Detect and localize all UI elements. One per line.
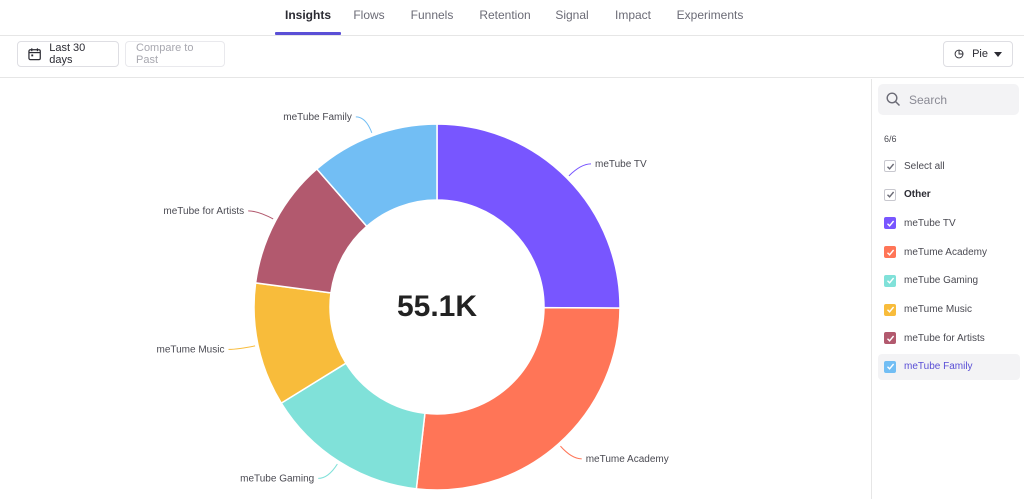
slice-metube-family[interactable] (315, 123, 438, 228)
leader-line-metube-for-artists (248, 210, 274, 220)
leader-line-metube-gaming (318, 463, 338, 479)
check-icon (886, 163, 894, 170)
legend-item-select-all[interactable]: Select all (878, 153, 1020, 179)
checkbox-icon[interactable] (884, 217, 896, 230)
leader-line-metume-music (228, 345, 256, 350)
slice-metube-tv[interactable] (436, 123, 621, 309)
slice-label-metube-gaming: meTube Gaming (240, 473, 314, 484)
tab-insights[interactable]: Insights (275, 0, 341, 36)
legend-item-metube-family[interactable]: meTube Family (878, 353, 1020, 380)
date-range-label: Last 30 days (49, 42, 86, 66)
chart-type-label: Pie (972, 48, 988, 60)
leader-line-metume-academy (560, 445, 582, 460)
tab-funnels[interactable]: Funnels (410, 8, 454, 22)
tab-experiments[interactable]: Experiments (676, 8, 744, 22)
legend-item-label: meTube Gaming (904, 275, 979, 287)
date-range-button[interactable]: Last 30 days (17, 41, 119, 67)
donut-chart: meTube TV meTume Academy meTube Gaming meTu… (156, 112, 669, 491)
chart-area: meTube TV meTume Academy meTube Gaming meTu… (0, 79, 871, 499)
checkbox-icon[interactable] (884, 246, 896, 259)
check-icon (886, 191, 894, 199)
calendar-icon (28, 48, 41, 61)
legend-item-label: meTube Family (904, 361, 973, 373)
tab-flows[interactable]: Flows (353, 8, 385, 22)
legend-item-metume-music[interactable]: meTume Music (878, 297, 1020, 323)
chart-type-dropdown[interactable]: Pie (943, 41, 1013, 67)
checkbox-icon[interactable] (884, 274, 896, 287)
legend-item-label: meTube TV (904, 217, 956, 229)
checkbox-icon[interactable] (884, 303, 896, 316)
legend-item-label: Select all (904, 160, 945, 172)
check-icon (886, 220, 894, 227)
top-nav: Insights Flows Funnels Retention Signal … (0, 0, 1024, 36)
chart-total-value: 55.1K (397, 290, 477, 323)
legend-search[interactable] (878, 84, 1019, 115)
tab-signal[interactable]: Signal (555, 8, 589, 22)
slice-label-metube-for-artists: meTube for Artists (163, 206, 244, 217)
pie-chart-icon (954, 49, 964, 59)
checkbox-icon[interactable] (884, 160, 896, 172)
checkbox-icon[interactable] (884, 332, 896, 345)
tab-impact[interactable]: Impact (614, 8, 651, 22)
compare-label: Compare to Past (136, 42, 194, 66)
check-icon (886, 249, 894, 256)
slice-label-metume-music: meTume Music (156, 344, 224, 355)
tab-retention[interactable]: Retention (479, 8, 531, 22)
legend-item-metume-academy[interactable]: meTume Academy (878, 239, 1020, 265)
check-icon (886, 306, 894, 313)
check-icon (886, 277, 894, 285)
legend-sidebar: 6/6 Select all Other meTube TV meTume Acade… (871, 79, 1024, 499)
legend-item-metube-gaming[interactable]: meTube Gaming (878, 268, 1020, 294)
selection-count: 6/6 (884, 134, 897, 144)
chevron-down-icon (994, 51, 1002, 57)
search-input[interactable] (909, 92, 1009, 107)
compare-to-past-button[interactable]: Compare to Past (125, 41, 225, 67)
legend-item-other[interactable]: Other (878, 182, 1020, 208)
check-icon (886, 335, 894, 342)
slice-label-metube-family: meTube Family (283, 112, 352, 123)
toolbar: Last 30 days Compare to Past Pie (0, 36, 1024, 78)
checkbox-icon[interactable] (884, 360, 896, 373)
check-icon (886, 363, 894, 371)
leader-line-metube-family (355, 116, 373, 133)
checkbox-icon[interactable] (884, 188, 896, 201)
legend-item-metube-for-artists[interactable]: meTube for Artists (878, 325, 1020, 351)
legend-item-label: Other (904, 189, 931, 201)
legend-item-label: meTume Music (904, 304, 972, 315)
search-icon (886, 92, 901, 107)
leader-line-metube-tv (568, 163, 592, 177)
slice-metume-academy[interactable] (415, 306, 621, 491)
legend-item-label: meTube for Artists (904, 332, 985, 344)
slice-label-metube-tv: meTube TV (595, 159, 647, 170)
legend-item-label: meTume Academy (904, 246, 987, 258)
legend-item-metube-tv[interactable]: meTube TV (878, 210, 1020, 236)
slice-label-metume-academy: meTume Academy (586, 454, 669, 465)
